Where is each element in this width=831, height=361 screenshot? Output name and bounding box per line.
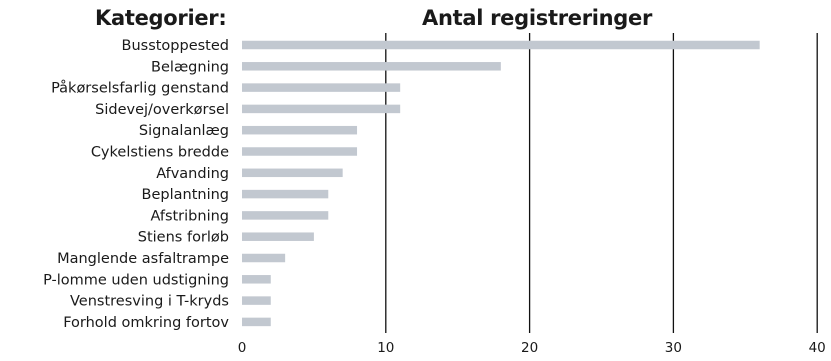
- x-tick-label: 30: [665, 340, 682, 356]
- category-label: Stiens forløb: [138, 230, 229, 246]
- chart-title: Antal registreringer: [422, 6, 653, 30]
- category-label: Påkørselsfarlig genstand: [51, 80, 229, 97]
- bar-5: [242, 147, 358, 156]
- bar-10: [242, 253, 286, 263]
- bar-2: [242, 83, 401, 92]
- category-label: Sidevej/overkørsel: [95, 102, 229, 118]
- category-label: Manglende asfaltrampe: [57, 251, 229, 267]
- category-label: Afvanding: [156, 166, 229, 182]
- bar-3: [242, 104, 401, 114]
- bar-7: [242, 189, 329, 199]
- grid-layer: [385, 33, 818, 333]
- bar-layer: [242, 40, 760, 327]
- bar-4: [242, 125, 358, 135]
- bar-0: [242, 40, 760, 50]
- category-label: P-lomme uden udstigning: [43, 272, 229, 288]
- category-label: Forhold omkring fortov: [63, 315, 229, 331]
- tick-label-layer: 0 10 20 30 40: [238, 340, 826, 356]
- bar-6: [242, 168, 343, 178]
- category-label-layer: Busstoppested Belægning Påkørselsfarlig ge…: [43, 38, 229, 331]
- category-label: Belægning: [151, 59, 229, 75]
- category-label: Busstoppested: [122, 38, 230, 54]
- bar-8: [242, 211, 329, 220]
- bar-13: [242, 317, 271, 327]
- categories-heading: Kategorier:: [95, 6, 227, 30]
- category-label: Cykelstiens bredde: [91, 145, 229, 161]
- x-tick-label: 40: [809, 340, 826, 356]
- category-label: Signalanlæg: [139, 123, 229, 139]
- bar-12: [242, 296, 271, 305]
- category-label: Beplantning: [142, 187, 229, 203]
- bar-11: [242, 275, 271, 284]
- category-label: Venstresving i T-kryds: [70, 294, 229, 310]
- bar-9: [242, 232, 314, 241]
- category-label: Afstribning: [150, 208, 229, 224]
- x-tick-label: 20: [521, 340, 538, 356]
- x-tick-label: 10: [377, 340, 394, 356]
- bar-1: [242, 62, 501, 71]
- x-tick-label: 0: [238, 340, 247, 356]
